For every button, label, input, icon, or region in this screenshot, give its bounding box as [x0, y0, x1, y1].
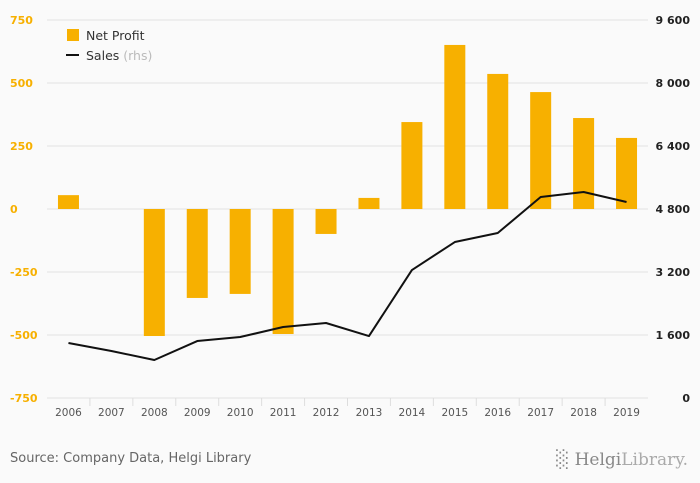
- bar-net-profit-2008: [143, 209, 165, 337]
- helgi-library-logo[interactable]: ░ HelgiLibrary.: [556, 450, 688, 470]
- bar-net-profit-2009: [186, 209, 208, 298]
- bars: [57, 44, 638, 337]
- y-right-tick-label: 0: [682, 392, 690, 405]
- x-tick-label: 2016: [484, 407, 511, 419]
- bar-net-profit-2013: [358, 197, 380, 209]
- bar-net-profit-2018: [573, 118, 595, 209]
- chart: 750 500 250 0 -250 -500 -750 9 600 8 000 6 400 4 8…: [10, 14, 690, 419]
- y-left-tick-label: 750: [10, 14, 33, 27]
- bar-net-profit-2006: [57, 195, 79, 209]
- legend: Net Profit Sales (rhs): [66, 28, 152, 63]
- x-tick-label: 2006: [55, 407, 82, 419]
- axes: 750 500 250 0 -250 -500 -750 9 600 8 000 6 400 4 8…: [10, 14, 690, 419]
- x-tick-label: 2014: [399, 407, 426, 419]
- x-tick-label: 2008: [141, 407, 168, 419]
- x-tick-label: 2019: [613, 407, 640, 419]
- x-tick-label: 2010: [227, 407, 254, 419]
- x-tick-label: 2018: [570, 407, 597, 419]
- bar-net-profit-2019: [616, 137, 638, 209]
- x-tick-label: 2007: [98, 407, 125, 419]
- bar-net-profit-2014: [401, 122, 423, 209]
- y-left-tick-label: -500: [10, 329, 38, 342]
- legend-swatch-net-profit: [67, 29, 79, 41]
- y-right-tick-label: 6 400: [656, 140, 691, 153]
- bar-net-profit-2012: [315, 209, 337, 234]
- y-right-tick-label: 8 000: [656, 77, 691, 90]
- bar-net-profit-2017: [530, 92, 552, 209]
- x-tick-label: 2009: [184, 407, 211, 419]
- bar-net-profit-2016: [487, 73, 509, 209]
- legend-label-net-profit: Net Profit: [86, 28, 145, 43]
- y-right-tick-label: 4 800: [656, 203, 691, 216]
- x-tick-label: 2013: [356, 407, 383, 419]
- x-tick-label: 2017: [527, 407, 554, 419]
- bar-net-profit-2011: [272, 209, 294, 334]
- x-tick-label: 2011: [270, 407, 297, 419]
- y-right-tick-label: 1 600: [656, 329, 691, 342]
- y-right-tick-label: 3 200: [656, 266, 691, 279]
- footer: [0, 440, 700, 483]
- bar-net-profit-2015: [444, 44, 466, 210]
- sales-line-group: [68, 191, 627, 362]
- grid: [47, 19, 648, 399]
- y-left-tick-label: -750: [10, 392, 38, 405]
- sales-line: [68, 191, 627, 362]
- y-right-tick-label: 9 600: [656, 14, 691, 27]
- x-tick-label: 2015: [441, 407, 468, 419]
- legend-label-sales: Sales (rhs): [86, 48, 152, 63]
- y-left-tick-label: -250: [10, 266, 38, 279]
- y-left-tick-label: 0: [10, 203, 18, 216]
- bar-net-profit-2010: [229, 209, 251, 294]
- y-left-tick-label: 500: [10, 77, 33, 90]
- x-tick-label: 2012: [313, 407, 340, 419]
- y-left-tick-label: 250: [10, 140, 33, 153]
- source-text: Source: Company Data, Helgi Library: [10, 451, 252, 466]
